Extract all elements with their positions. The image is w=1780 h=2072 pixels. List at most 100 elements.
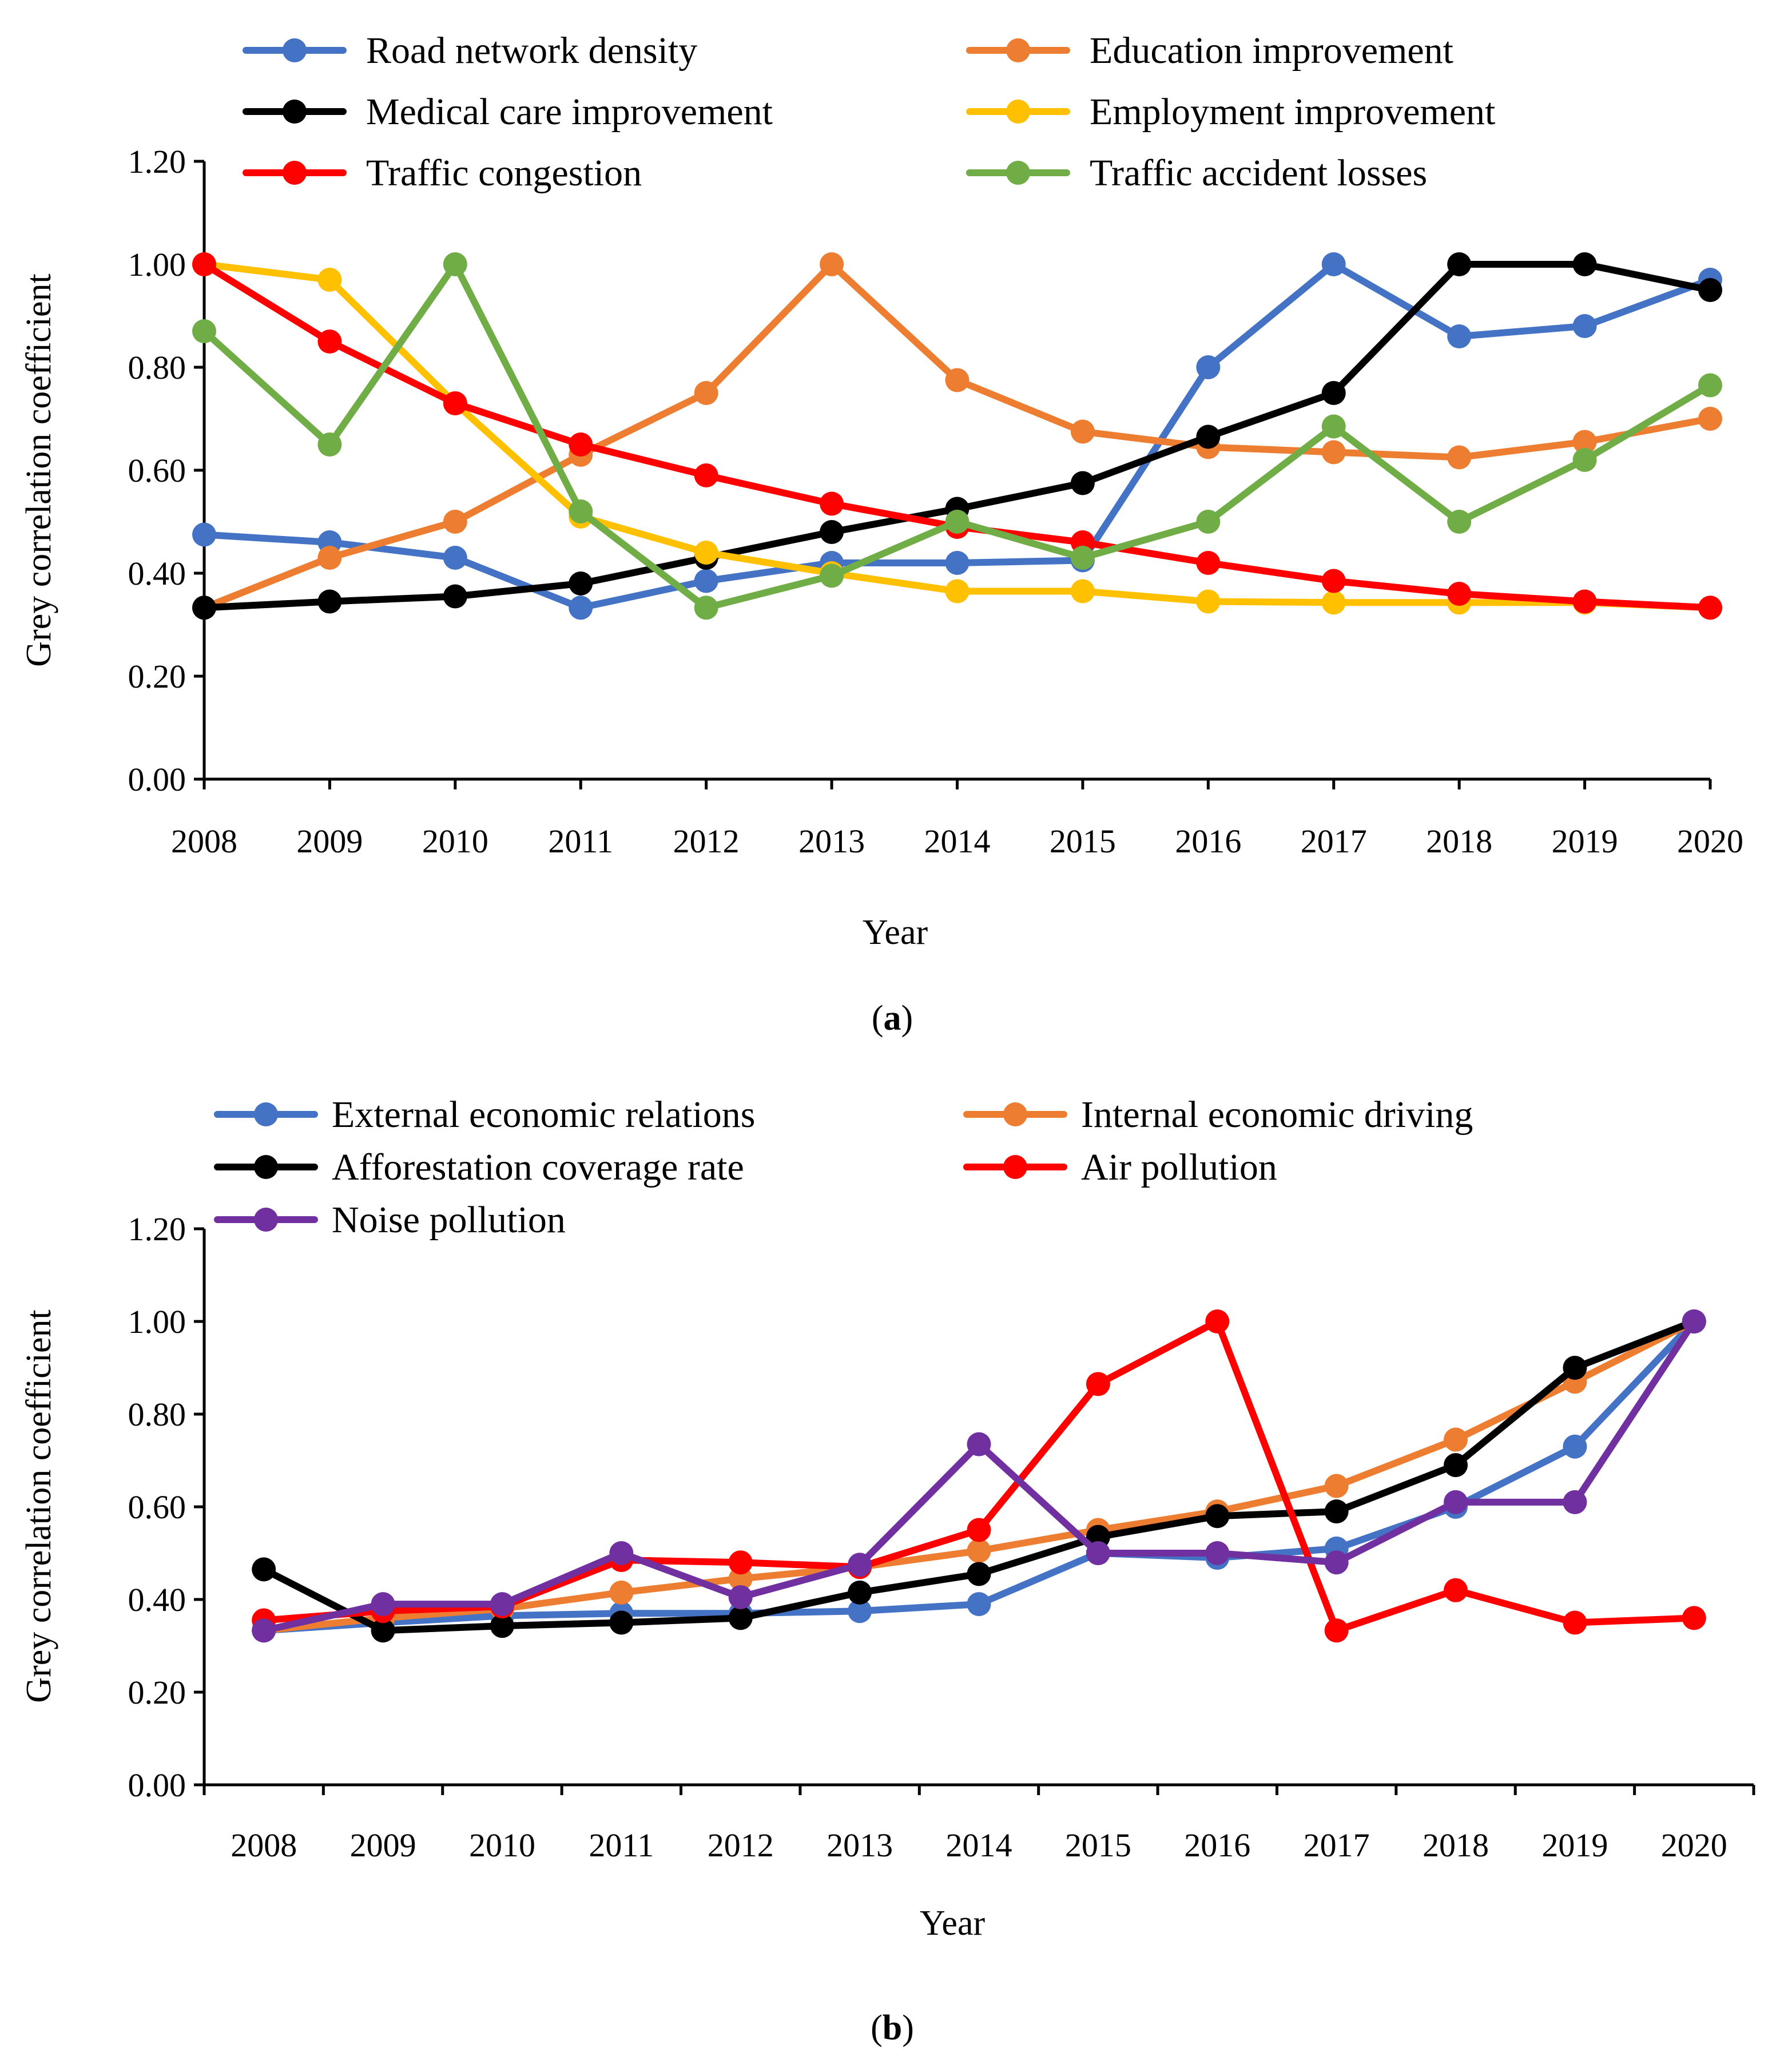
legend-item: Medical care improvement: [243, 91, 773, 133]
legend-item: Internal economic driving: [963, 1094, 1473, 1136]
data-point: [1447, 510, 1472, 534]
data-point: [945, 510, 970, 534]
legend-swatch-marker: [1006, 38, 1030, 62]
x-tick-label: 2018: [1423, 1827, 1489, 1864]
chart-a: 0.00 0.20 0.40 0.60 0.80 1.00 1.20 2008 2009 2010…: [19, 30, 1743, 1038]
legend-swatch-marker: [254, 1155, 278, 1179]
data-point: [848, 1553, 872, 1577]
data-point: [609, 1580, 634, 1605]
data-point: [694, 569, 718, 593]
data-point: [569, 596, 593, 620]
y-tick-label: 0.20: [128, 1674, 186, 1711]
data-point: [490, 1592, 514, 1617]
legend-label: Traffic accident losses: [1090, 152, 1427, 194]
x-tick-label: 2017: [1304, 1827, 1370, 1864]
data-point: [1563, 1610, 1587, 1635]
data-point: [694, 463, 718, 487]
x-tick-label: 2010: [469, 1827, 535, 1864]
data-point: [1572, 252, 1597, 276]
x-tick-label: 2009: [350, 1827, 416, 1864]
data-point: [317, 546, 342, 570]
x-axis-title: Year: [863, 913, 928, 952]
data-point: [252, 1618, 276, 1643]
data-point: [848, 1580, 872, 1605]
data-point: [1698, 278, 1722, 302]
chart-b: 0.00 0.20 0.40 0.60 0.80 1.00 1.20 2008 2009 2010…: [19, 1094, 1755, 2047]
data-point: [694, 381, 718, 405]
panel-label-open-paren: (: [871, 2009, 883, 2047]
x-tick-label: 2014: [946, 1827, 1012, 1864]
x-tick-label: 2016: [1184, 1827, 1250, 1864]
data-point: [1070, 419, 1095, 444]
data-point: [728, 1606, 753, 1630]
legend-label: Traffic congestion: [366, 152, 642, 194]
x-tick-label: 2015: [1050, 823, 1116, 860]
data-point: [967, 1592, 991, 1617]
data-point: [1563, 1356, 1587, 1380]
data-point: [1196, 589, 1221, 614]
data-point: [443, 546, 467, 570]
data-point: [1196, 551, 1221, 575]
data-point: [945, 551, 970, 575]
data-point: [192, 252, 216, 276]
data-point: [1321, 414, 1346, 439]
legend-item: Traffic congestion: [243, 152, 642, 194]
data-point: [609, 1541, 634, 1565]
data-point: [192, 319, 216, 343]
data-point: [1572, 448, 1597, 472]
y-tick-label: 0.40: [128, 555, 186, 592]
series-external-economic-relations: [252, 1309, 1706, 1643]
x-tick-label: 2011: [548, 823, 613, 860]
panel-label-letter: a: [884, 999, 901, 1038]
y-tick-label: 0.00: [128, 1767, 186, 1804]
legend-label: Road network density: [366, 30, 697, 72]
data-point: [443, 584, 467, 609]
x-tick-label: 2008: [171, 823, 237, 860]
legend-item: Noise pollution: [214, 1199, 566, 1241]
data-point: [694, 596, 718, 620]
data-point: [1086, 1372, 1110, 1396]
data-point: [1196, 510, 1221, 534]
x-tick-label: 2008: [231, 1827, 297, 1864]
legend-item: Traffic accident losses: [966, 152, 1427, 194]
y-axis-title: Grey correlation coefficient: [19, 1309, 58, 1702]
data-point: [728, 1585, 753, 1609]
data-point: [1196, 355, 1221, 379]
legend-label: Noise pollution: [332, 1199, 566, 1241]
data-point: [317, 432, 342, 457]
legend-label: Medical care improvement: [366, 91, 773, 133]
data-point: [1682, 1309, 1706, 1333]
x-tick-label: 2020: [1661, 1827, 1727, 1864]
legend-label: Education improvement: [1090, 30, 1453, 72]
data-point: [1447, 445, 1472, 470]
panel-label-open-paren: (: [872, 999, 884, 1038]
legend-swatch-marker: [254, 1208, 278, 1232]
data-point: [443, 510, 467, 534]
y-tick-label: 0.60: [128, 452, 186, 489]
x-tick-label: 2010: [422, 823, 488, 860]
y-tick-label: 0.80: [128, 349, 186, 386]
data-point: [569, 571, 593, 596]
x-tick-label: 2015: [1065, 1827, 1131, 1864]
data-point: [1563, 1434, 1587, 1459]
x-tick-label: 2016: [1175, 823, 1241, 860]
data-point: [1070, 471, 1095, 495]
data-point: [1321, 569, 1346, 593]
data-point: [1698, 373, 1722, 398]
data-point: [1205, 1541, 1230, 1565]
panel-label-close-paren: ): [901, 999, 913, 1038]
data-point: [1324, 1474, 1349, 1498]
legend: Road network density Education improvemen…: [243, 30, 1495, 194]
data-point: [945, 368, 970, 392]
legend-item: Education improvement: [966, 30, 1453, 72]
y-tick-label: 1.20: [128, 1210, 186, 1248]
data-point: [1321, 590, 1346, 615]
data-point: [1444, 1427, 1468, 1452]
data-point: [1321, 440, 1346, 465]
data-point: [967, 1518, 991, 1542]
legend: External economic relations Internal econ…: [214, 1094, 1473, 1241]
data-point: [1324, 1550, 1349, 1575]
data-point: [1324, 1618, 1349, 1643]
data-point: [1444, 1490, 1468, 1514]
data-point: [252, 1557, 276, 1582]
